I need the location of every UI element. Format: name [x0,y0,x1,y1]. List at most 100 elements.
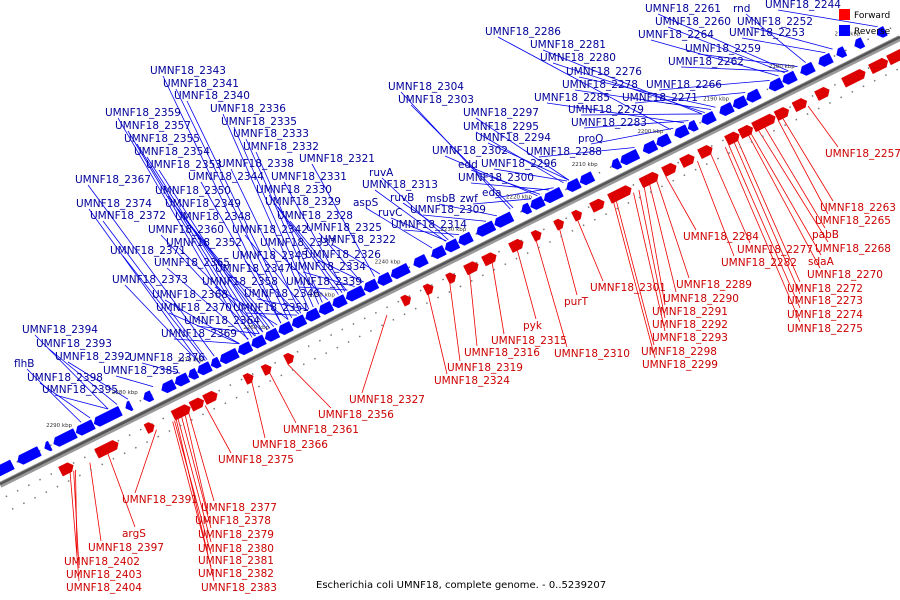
reverse-leader-78 [214,286,278,326]
forward-leader-11 [577,220,604,282]
forward-leader-21 [633,192,666,332]
reverse-gene-23 [363,278,380,293]
reverse-gene-52 [854,37,866,49]
forward-gene-label-2: UMNF18_2265 [815,215,891,227]
forward-gene-4 [188,397,205,412]
reverse-gene-50 [818,52,834,67]
legend-reverse-swatch [839,25,850,36]
tick-label-9: 2260 kbp [243,325,269,331]
reverse-leader-46 [283,181,346,292]
reverse-gene-label-51: eda [482,187,502,199]
reverse-gene-label-85: UMNF18_2394 [22,324,98,336]
reverse-leader-87 [48,348,118,405]
forward-gene-25 [737,124,754,139]
forward-gene-21 [661,162,677,177]
reverse-leader-68 [332,244,381,275]
reverse-leader-1 [745,13,806,63]
forward-gene-10 [422,283,434,296]
reverse-gene-label-32: UMNF18_2294 [475,132,551,144]
forward-gene-label-26: UMNF18_2299 [642,359,718,371]
reverse-gene-24 [377,271,393,286]
forward-leader-5 [710,154,751,244]
reverse-gene-4 [75,419,96,436]
forward-leader-14 [559,229,578,296]
reverse-gene-label-9: UMNF18_2259 [685,43,761,55]
reverse-leader-26 [127,130,253,338]
forward-leader-32 [251,382,266,439]
reverse-leader-58 [277,206,343,293]
forward-gene-label-14: purT [564,296,589,308]
forward-gene-14 [508,238,524,253]
reverse-leader-51 [494,187,554,199]
reverse-gene-26 [413,253,429,269]
reverse-gene-29 [458,231,474,246]
forward-gene-30 [841,69,866,88]
forward-gene-7 [260,364,272,376]
forward-gene-label-10: UMNF18_2289 [676,279,752,291]
forward-leader-45 [69,472,80,582]
forward-leader-12 [737,140,801,283]
reverse-leader-18 [186,100,293,318]
caption: Escherichia coli UMNF18, complete genome… [316,580,606,591]
reverse-gene-label-54: msbB [426,193,456,205]
forward-leader-8 [751,133,822,256]
reverse-gene-25 [390,262,411,280]
forward-gene-16 [553,218,565,231]
reverse-gene-label-15: UMNF18_2304 [388,81,464,93]
reverse-leader-91 [115,375,154,388]
forward-gene-19 [607,185,632,204]
tick-label-8: 2250 kbp [309,292,335,298]
reverse-gene-27 [431,245,447,260]
reverse-gene-label-37: UMNF18_2288 [526,146,602,158]
legend-forward-label: Forward [854,11,890,21]
forward-gene-label-6: UMNF18_2268 [815,243,891,255]
forward-gene-label-11: UMNF18_2301 [590,282,666,294]
reverse-leader-92 [39,382,91,419]
reverse-gene-label-55: zwf [460,193,478,205]
reverse-gene-label-2: UMNF18_2244 [765,0,841,11]
reverse-leader-30 [136,143,257,336]
forward-gene-label-21: UMNF18_2293 [652,332,728,344]
reverse-leader-29 [583,120,689,129]
reverse-leader-59 [390,217,447,242]
reverse-leader-73 [317,259,364,283]
reverse-gene-label-68: UMNF18_2322 [320,234,396,246]
forward-gene-label-28: UMNF18_2324 [434,375,510,387]
reverse-gene-label-25: UMNF18_2279 [568,104,644,116]
reverse-gene-label-47: UMNF18_2300 [458,172,534,184]
reverse-gene-49 [800,61,816,76]
reverse-gene-label-69: UMNF18_2352 [166,237,242,249]
forward-leader-6 [758,130,829,243]
forward-gene-label-25: UMNF18_2310 [554,348,630,360]
reverse-gene-label-49: UMNF18_2350 [155,185,231,197]
forward-leader-19 [517,250,537,320]
forward-leader-37 [107,453,136,528]
reverse-leader-64 [403,229,460,236]
reverse-leader-67 [318,232,363,284]
tick-label-1: 2180 kbp [769,64,795,70]
reverse-gene-label-82: UMNF18_2370 [156,302,232,314]
reverse-gene-label-45: UMNF18_2344 [188,171,264,183]
forward-gene-18 [589,198,605,213]
reverse-gene-label-30: UMNF18_2355 [124,133,200,145]
forward-gene-9 [400,294,412,307]
forward-leader-30 [287,364,332,409]
reverse-gene-label-53: ruvB [390,192,414,204]
forward-gene-label-44: UMNF18_2382 [198,568,274,580]
reverse-gene-label-28: UMNF18_2295 [463,121,539,133]
forward-leader-24 [469,274,478,347]
legend: Forward Reverse [839,9,891,37]
reverse-gene-label-0: UMNF18_2261 [645,3,721,15]
tick-label-4: 2210 kbp [572,162,598,168]
forward-leader-29 [361,315,388,394]
forward-gene-label-42: UMNF18_2381 [198,555,274,567]
forward-gene-20 [638,171,659,189]
reverse-gene-19 [305,307,321,322]
reverse-gene-label-73: UMNF18_2326 [305,249,381,261]
reverse-gene-label-70: UMNF18_2337 [260,237,336,249]
reverse-gene-label-39: UMNF18_2338 [218,158,294,170]
forward-gene-label-5: UMNF18_2277 [737,244,813,256]
forward-gene-label-39: UMNF18_2397 [88,542,164,554]
reverse-gene-15 [251,334,267,349]
reverse-leader-42 [493,168,568,182]
